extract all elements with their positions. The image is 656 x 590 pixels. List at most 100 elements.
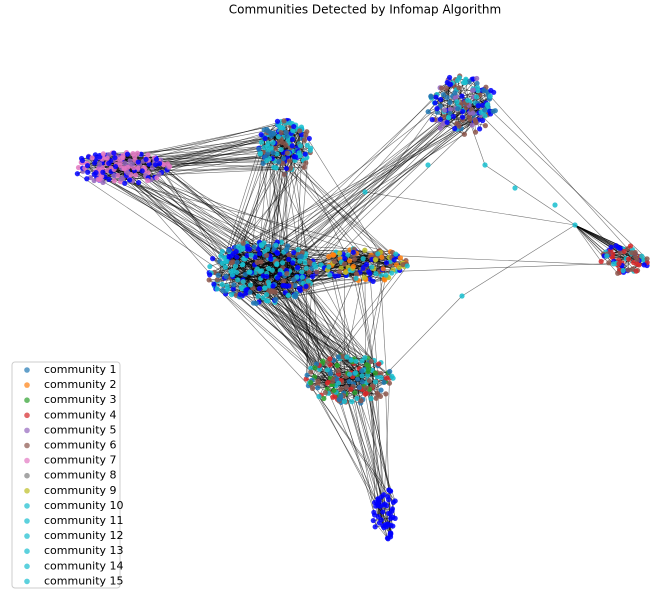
node [268,289,274,295]
nodes [74,73,650,542]
node [306,135,312,142]
node [326,264,332,270]
node [482,113,488,119]
node [263,291,270,298]
node [338,393,344,399]
node [89,155,95,161]
node [121,165,127,171]
edge [225,167,305,258]
node [156,171,162,178]
node [290,260,296,266]
node [370,278,376,284]
edge [255,256,406,264]
node [290,127,296,134]
node [266,283,272,289]
node [303,132,309,138]
node [292,154,299,160]
node [207,272,213,278]
node [285,292,291,299]
node [625,267,631,273]
node [111,150,117,156]
node [621,248,627,255]
node [274,249,280,256]
node [437,125,443,131]
node [256,146,262,152]
edge [275,148,395,257]
node [301,164,307,170]
node [381,525,387,531]
node [490,108,496,114]
node [387,511,393,517]
node [450,113,457,120]
edge [351,401,384,513]
node [324,367,331,373]
node [295,264,301,271]
legend-box [11,361,121,589]
node [272,145,278,151]
legend-marker [24,427,30,434]
node [475,87,481,94]
node [378,374,384,381]
node [136,179,142,186]
edge [367,377,394,393]
node [315,385,321,391]
node [372,379,379,385]
node [225,286,231,292]
node [616,260,622,267]
legend-label: community 1 [44,363,117,376]
node [330,252,336,258]
node [365,369,371,375]
node [615,270,621,276]
node [297,143,303,149]
node [311,261,317,267]
node [221,255,227,261]
node [361,274,367,281]
node [383,391,389,397]
node [470,110,476,116]
node [268,256,274,262]
node [358,398,364,404]
legend-label: community 6 [44,439,117,452]
node [232,263,239,269]
node [367,270,373,277]
node [302,259,308,266]
node [261,144,267,151]
node [572,222,578,228]
legend-marker [24,472,30,479]
node [281,118,287,124]
edge [364,393,391,534]
node [247,289,253,295]
node [231,282,237,288]
node [362,189,368,195]
node [389,270,395,276]
edge [354,373,382,497]
node [475,103,481,109]
node [467,116,473,122]
edge [447,116,463,123]
node [334,362,340,369]
node [219,248,225,255]
edge [367,392,396,519]
edge [87,171,396,255]
node [104,167,110,174]
edge [121,178,310,273]
node [474,80,480,86]
edge [290,87,487,285]
node [393,251,399,257]
node [309,273,316,280]
node [370,517,376,524]
edge [301,128,379,252]
node [247,282,254,288]
edge [114,144,291,159]
edge [282,163,390,258]
node [131,154,138,160]
node [309,385,316,391]
node [626,256,632,262]
node [91,177,97,184]
node [215,272,221,278]
node [280,155,287,162]
node [392,515,398,521]
node [84,163,91,169]
node [470,87,476,93]
node [321,395,327,402]
